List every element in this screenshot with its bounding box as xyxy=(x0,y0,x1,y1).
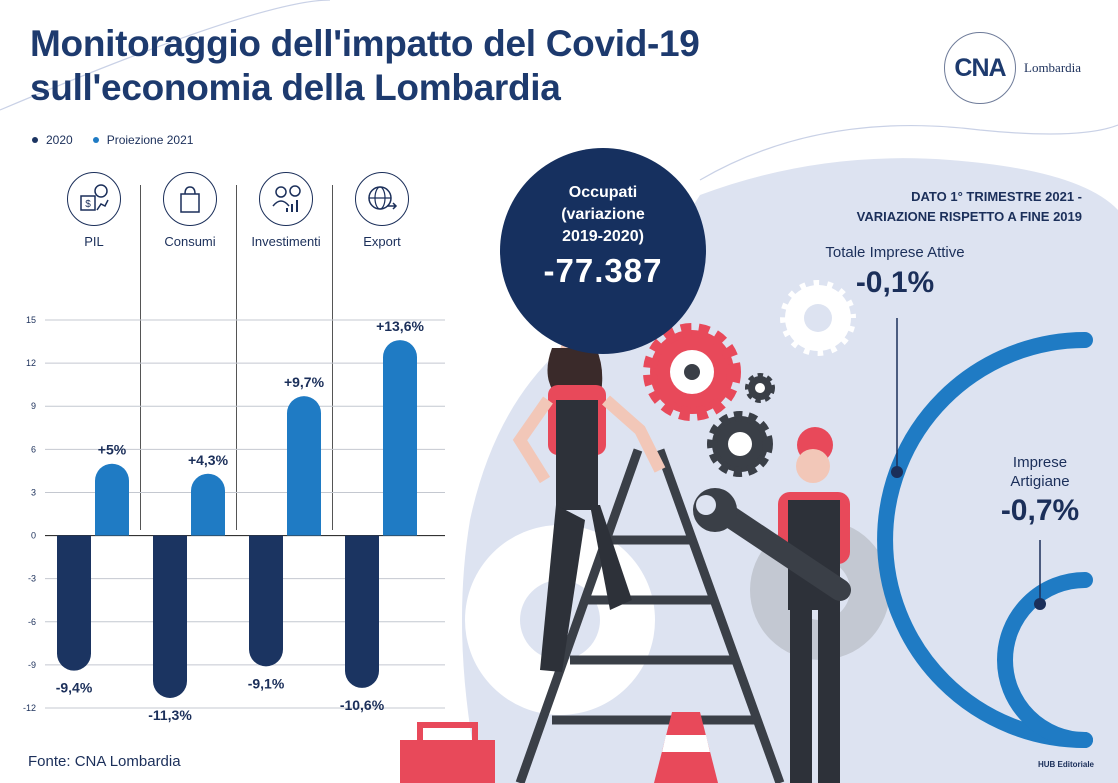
data-label: +13,6% xyxy=(376,318,424,334)
bar-consumi-2021 xyxy=(191,473,225,536)
data-label: -11,3% xyxy=(148,707,192,723)
data-label: +5% xyxy=(98,442,127,458)
occupati-label: Occupati (variazione 2019-2020) xyxy=(500,182,706,248)
worker-on-ladder-illustration xyxy=(512,310,666,672)
cna-logo: CNA Lombardia xyxy=(944,32,1081,104)
legend-label: Proiezione 2021 xyxy=(106,133,194,147)
chart-labels: -9,4% -11,3% -9,1% -10,6% +5% +4,3% +9,7% +13,6… xyxy=(56,318,425,723)
credit-note: HUB Editoriale xyxy=(1038,760,1095,769)
cna-logo-text: Lombardia xyxy=(1024,60,1082,75)
occupati-label-line: (variazione xyxy=(561,206,645,223)
shopping-bag-icon xyxy=(163,172,217,226)
bar-investimenti-2021 xyxy=(287,396,321,536)
imprese-artigiane-arc xyxy=(997,572,1093,748)
imprese-artigiane-value: -0,7% xyxy=(1000,494,1080,527)
imprese-artigiane-label-line: Artigiane xyxy=(1010,473,1070,490)
money-growth-icon: $ xyxy=(67,172,121,226)
gear-red-icon xyxy=(643,323,741,421)
imprese-artigiane-label-line: Imprese xyxy=(1012,454,1068,471)
y-tick-label: 12 xyxy=(26,358,36,368)
connector-dot xyxy=(891,466,903,478)
data-label: -10,6% xyxy=(340,697,385,713)
dato-title-line: DATO 1° TRIMESTRE 2021 - xyxy=(911,189,1082,204)
legend-label: 2020 xyxy=(46,133,73,147)
data-label: +9,7% xyxy=(284,374,325,390)
bar-pil-2021 xyxy=(95,463,129,536)
gear-dark-icon xyxy=(707,373,775,477)
bar-pil-2020 xyxy=(57,535,91,671)
y-tick-label: -3 xyxy=(28,574,36,584)
worker-with-wrench-illustration xyxy=(693,427,851,783)
imprese-attive-arc xyxy=(877,332,1093,748)
traffic-cone-illustration xyxy=(654,712,718,783)
gear-white-icon xyxy=(775,275,861,361)
dato-title: DATO 1° TRIMESTRE 2021 - VARIAZIONE RISP… xyxy=(780,187,1082,227)
ladder-illustration xyxy=(515,448,785,783)
bar-export-2021 xyxy=(383,340,417,536)
bar-export-2020 xyxy=(345,535,379,688)
bar-consumi-2020 xyxy=(153,535,187,698)
occupati-circle: Occupati (variazione 2019-2020) -77.387 xyxy=(500,148,706,354)
category-label-consumi: Consumi xyxy=(164,234,216,249)
legend-dot xyxy=(32,137,38,143)
bar-investimenti-2020 xyxy=(249,535,283,667)
column-divider xyxy=(236,185,237,530)
imprese-artigiane-label: Imprese Artigiane xyxy=(980,453,1100,491)
category-label-pil: PIL xyxy=(84,234,104,249)
category-label-investimenti: Investimenti xyxy=(251,234,321,249)
toolbox-illustration xyxy=(400,722,495,783)
column-divider xyxy=(140,185,141,530)
data-label: -9,1% xyxy=(248,675,285,691)
investor-chart-icon xyxy=(259,172,313,226)
deco-curve xyxy=(0,0,331,111)
cna-logo-mark: CNA xyxy=(944,32,1016,104)
connector-dot xyxy=(1034,598,1046,610)
y-tick-label: 15 xyxy=(26,315,36,325)
category-label-export: Export xyxy=(363,234,401,249)
totale-imprese-value: -0,1% xyxy=(855,266,935,299)
y-tick-label: -12 xyxy=(23,703,36,713)
y-tick-label: -9 xyxy=(28,660,36,670)
chart-bars xyxy=(57,340,417,698)
y-tick-label: 3 xyxy=(31,487,36,497)
occupati-label-line: Occupati xyxy=(568,184,638,201)
legend-dot xyxy=(92,137,99,143)
deco-curve xyxy=(699,124,1118,181)
y-tick-label: 0 xyxy=(31,531,36,541)
dato-title-line: VARIAZIONE RISPETTO A FINE 2019 xyxy=(856,209,1082,224)
data-label: +4,3% xyxy=(188,452,229,468)
column-divider xyxy=(332,185,333,530)
y-tick-label: 9 xyxy=(31,401,36,411)
occupati-value: -77.387 xyxy=(543,252,663,289)
totale-imprese-label: Totale Imprese Attive xyxy=(825,244,965,261)
chart-legend: 2020 Proiezione 2021 xyxy=(32,133,193,147)
legend-item-proiezione-2021: Proiezione 2021 xyxy=(92,133,194,147)
y-tick-label: -6 xyxy=(28,617,36,627)
legend-item-2020: 2020 xyxy=(32,133,73,147)
svg-text:$: $ xyxy=(85,199,91,210)
data-label: -9,4% xyxy=(56,680,93,696)
page-title: Monitoraggio dell'impatto del Covid-19 s… xyxy=(30,23,700,108)
occupati-label-line: 2019-2020) xyxy=(562,228,644,245)
source-note: Fonte: CNA Lombardia xyxy=(28,753,181,770)
y-tick-label: 6 xyxy=(31,444,36,454)
bar-chart: 15 12 9 6 3 0 -3 -6 -9 -12 -9,4% -11,3% -9,1% -10,6%… xyxy=(23,315,445,723)
globe-arrow-icon xyxy=(355,172,409,226)
